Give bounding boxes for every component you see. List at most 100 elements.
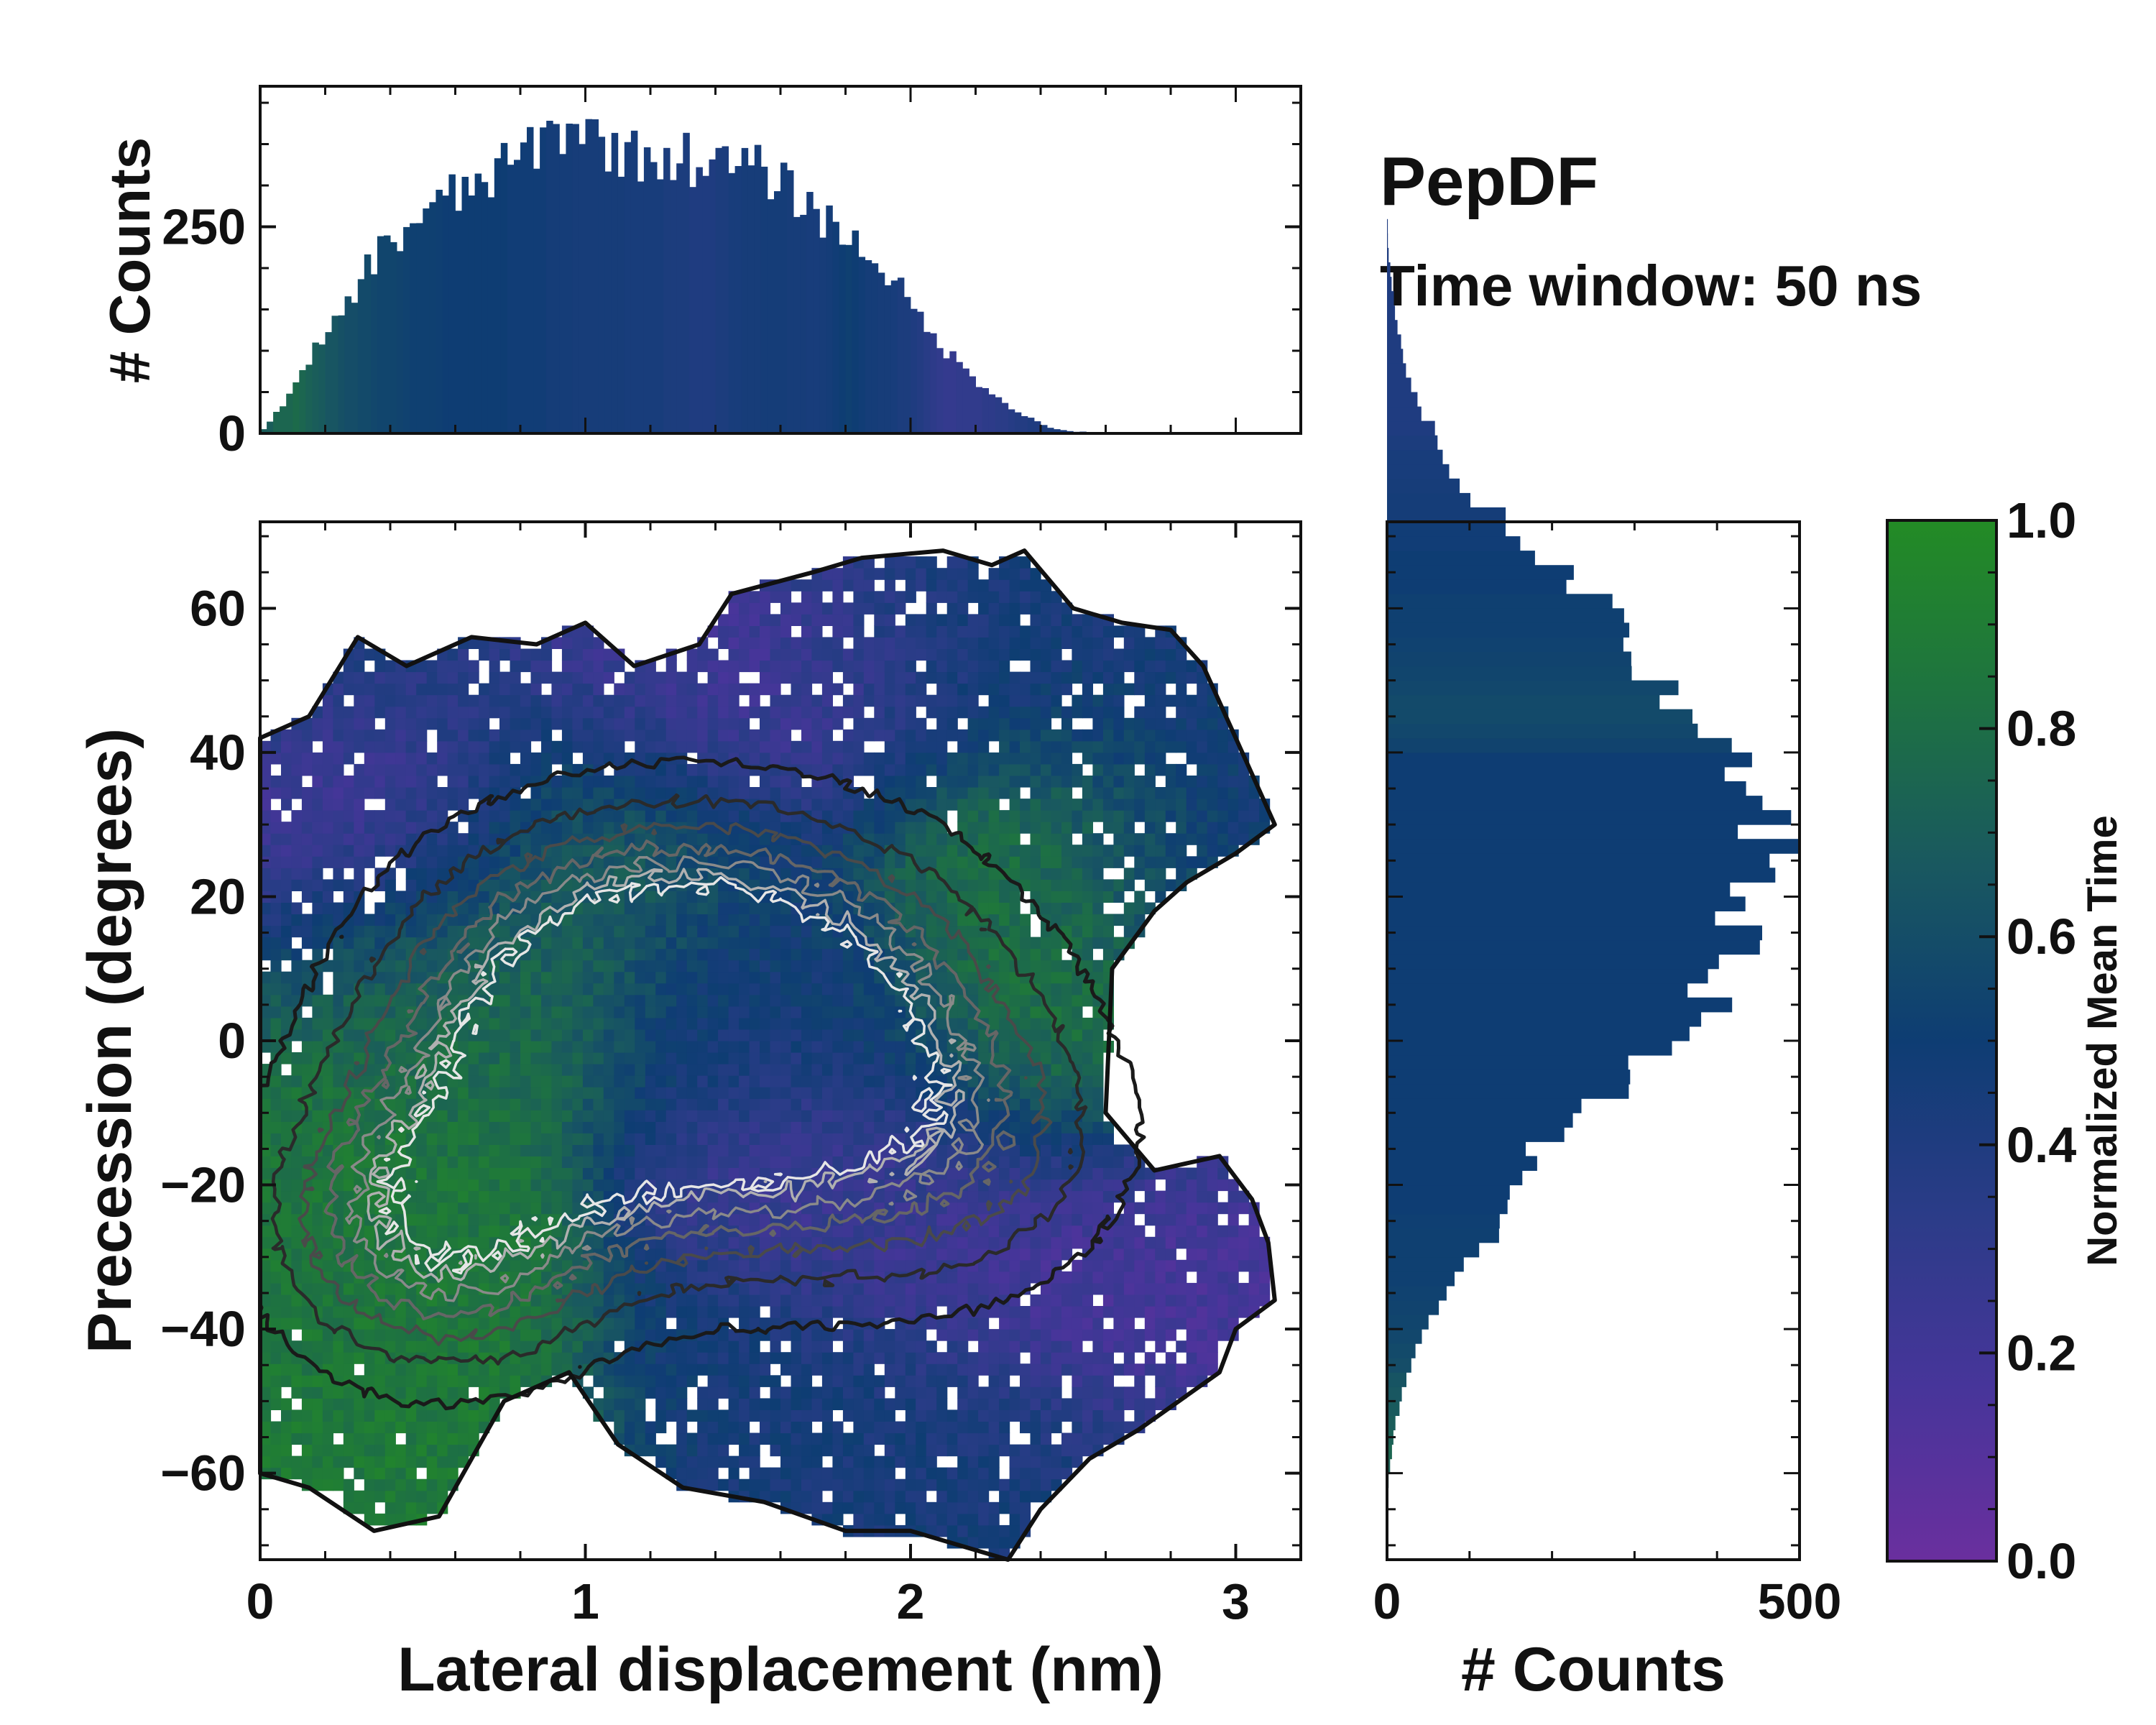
heatmap-cell bbox=[946, 1282, 958, 1295]
heatmap-cell bbox=[468, 1121, 479, 1133]
heatmap-cell bbox=[780, 994, 792, 1007]
heatmap-cell bbox=[946, 1352, 958, 1364]
heatmap-cell bbox=[582, 671, 594, 684]
heatmap-cell bbox=[572, 706, 584, 719]
heatmap-cell bbox=[499, 717, 511, 730]
heatmap-cell bbox=[936, 1444, 948, 1457]
heatmap-cell bbox=[405, 717, 417, 730]
heatmap-cell bbox=[780, 1398, 792, 1410]
top-histogram-bar bbox=[553, 124, 560, 433]
heatmap-cell bbox=[426, 1029, 438, 1041]
heatmap-cell bbox=[405, 937, 417, 949]
heatmap-cell bbox=[593, 868, 604, 880]
heatmap-cell bbox=[697, 1409, 709, 1422]
heatmap-cell bbox=[520, 1052, 532, 1064]
heatmap-cell bbox=[811, 1213, 823, 1226]
heatmap-cell bbox=[707, 706, 719, 719]
heatmap-cell bbox=[333, 799, 344, 811]
heatmap-cell bbox=[770, 1064, 781, 1076]
heatmap-cell bbox=[791, 671, 802, 684]
heatmap-cell bbox=[665, 1075, 677, 1087]
heatmap-cell bbox=[863, 579, 875, 592]
heatmap-cell bbox=[354, 671, 365, 684]
heatmap-cell bbox=[354, 683, 365, 696]
heatmap-cell bbox=[791, 914, 802, 926]
heatmap-cell bbox=[874, 983, 885, 995]
heatmap-cell bbox=[384, 925, 396, 938]
heatmap-cell bbox=[718, 1075, 729, 1087]
chart-subtitle: Time window: 50 ns bbox=[1380, 254, 1922, 318]
heatmap-cell bbox=[821, 937, 833, 949]
heatmap-cell bbox=[780, 1236, 792, 1249]
heatmap-cell bbox=[645, 1133, 656, 1145]
heatmap-cell bbox=[468, 1075, 479, 1087]
heatmap-cell bbox=[916, 637, 927, 649]
heatmap-cell bbox=[343, 1306, 354, 1318]
heatmap-cell bbox=[728, 1179, 740, 1192]
heatmap-cell bbox=[853, 637, 865, 649]
heatmap-cell bbox=[676, 706, 688, 719]
heatmap-cell bbox=[749, 602, 760, 615]
heatmap-cell bbox=[281, 776, 292, 788]
heatmap-cell bbox=[416, 1190, 428, 1203]
heatmap-cell bbox=[458, 799, 469, 811]
heatmap-cell bbox=[593, 1179, 604, 1192]
heatmap-cell bbox=[655, 694, 667, 707]
heatmap-cell bbox=[832, 960, 844, 972]
heatmap-cell bbox=[260, 1444, 272, 1457]
heatmap-cell bbox=[458, 1421, 469, 1434]
heatmap-cell bbox=[884, 1190, 895, 1203]
heatmap-cell bbox=[749, 1317, 760, 1330]
heatmap-cell bbox=[645, 717, 656, 730]
heatmap-cell bbox=[884, 822, 895, 834]
heatmap-cell bbox=[665, 833, 677, 845]
heatmap-cell bbox=[707, 787, 719, 799]
heatmap-cell bbox=[791, 1075, 802, 1087]
heatmap-cell bbox=[364, 845, 375, 857]
heatmap-cell bbox=[863, 971, 875, 984]
heatmap-cell bbox=[801, 683, 813, 696]
heatmap-cell bbox=[416, 1340, 428, 1353]
heatmap-cell bbox=[541, 1202, 553, 1215]
heatmap-cell bbox=[801, 1259, 813, 1272]
heatmap-cell bbox=[593, 1259, 604, 1272]
heatmap-cell bbox=[479, 1375, 490, 1387]
heatmap-cell bbox=[530, 648, 542, 661]
heatmap-cell bbox=[842, 1064, 854, 1076]
heatmap-cell bbox=[624, 1352, 635, 1364]
heatmap-cell bbox=[821, 994, 833, 1007]
heatmap-cell bbox=[520, 1363, 532, 1376]
heatmap-cell bbox=[603, 1386, 614, 1399]
heatmap-cell bbox=[582, 694, 594, 707]
heatmap-cell bbox=[707, 960, 719, 972]
heatmap-cell bbox=[895, 637, 906, 649]
heatmap-cell bbox=[437, 1225, 448, 1238]
heatmap-cell bbox=[770, 1087, 781, 1099]
heatmap-cell bbox=[832, 683, 844, 696]
heatmap-cell bbox=[739, 717, 750, 730]
top-histogram-bar bbox=[351, 303, 359, 433]
heatmap-cell bbox=[479, 740, 490, 753]
heatmap-cell bbox=[874, 1409, 885, 1422]
heatmap-cell bbox=[395, 1052, 407, 1064]
heatmap-cell bbox=[561, 752, 573, 765]
heatmap-cell bbox=[739, 1363, 750, 1376]
heatmap-cell bbox=[749, 752, 760, 765]
heatmap-cell bbox=[291, 1248, 303, 1261]
heatmap-cell bbox=[603, 776, 614, 788]
heatmap-cell bbox=[270, 1421, 282, 1434]
heatmap-cell bbox=[676, 1271, 688, 1284]
heatmap-cell bbox=[520, 1087, 532, 1099]
heatmap-cell bbox=[384, 1490, 396, 1503]
heatmap-cell bbox=[760, 637, 771, 649]
heatmap-cell bbox=[614, 752, 625, 765]
heatmap-cell bbox=[853, 1294, 865, 1307]
heatmap-cell bbox=[645, 1017, 656, 1030]
heatmap-cell bbox=[593, 1098, 604, 1110]
heatmap-cell bbox=[739, 1409, 750, 1422]
heatmap-cell bbox=[655, 1375, 667, 1387]
heatmap-cell bbox=[676, 833, 688, 845]
heatmap-cell bbox=[624, 1375, 635, 1387]
heatmap-cell bbox=[301, 1467, 313, 1480]
heatmap-cell bbox=[853, 568, 865, 580]
